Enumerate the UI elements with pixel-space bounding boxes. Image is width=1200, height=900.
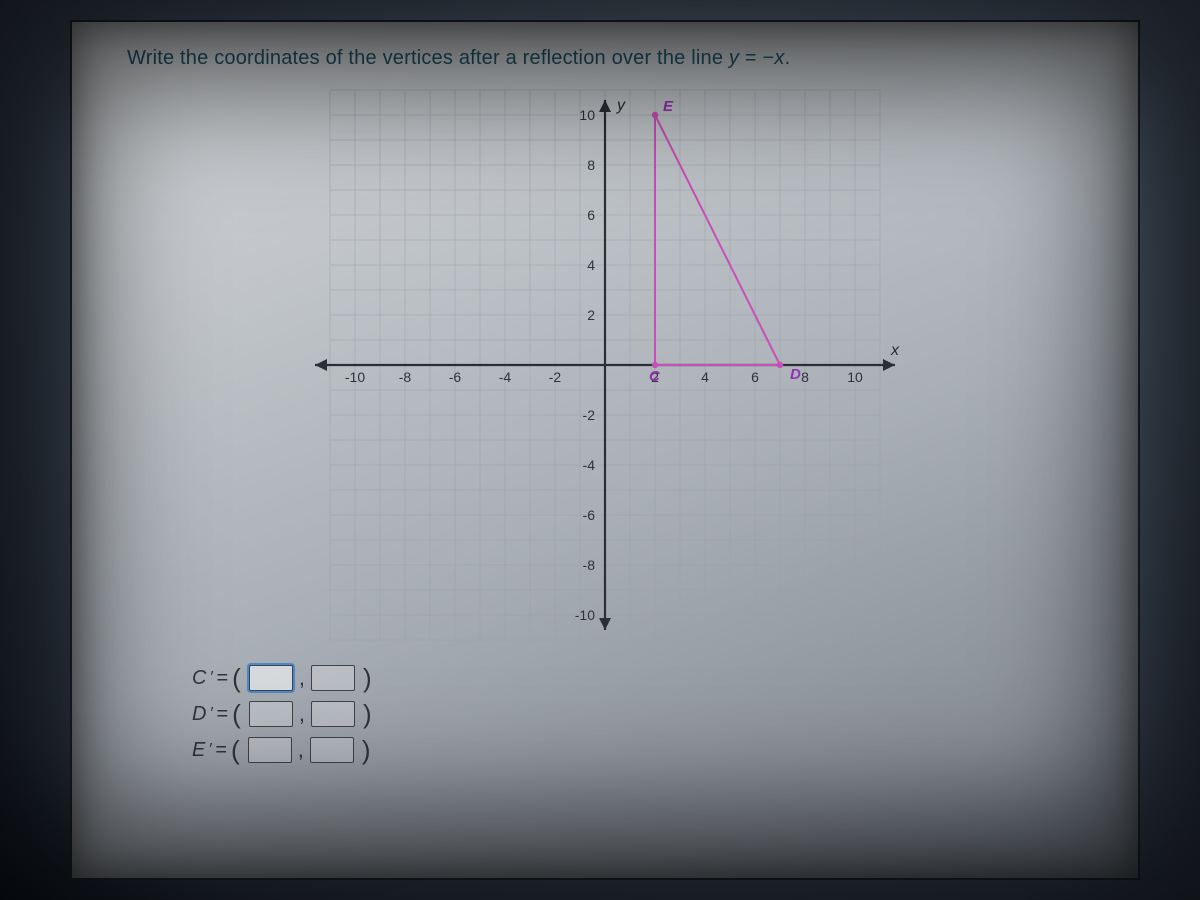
close-paren-icon: ): [359, 663, 376, 694]
equation-neg: −: [763, 47, 775, 69]
open-paren-icon: (: [227, 735, 244, 766]
y-tick-label: 4: [587, 257, 595, 273]
answer-c-y-input[interactable]: [311, 665, 355, 691]
answer-c-name: C: [192, 667, 206, 690]
comma-text: ,: [297, 665, 307, 691]
y-tick-label: -8: [583, 557, 596, 573]
vertex-dot-d: [777, 362, 783, 368]
y-axis-label: y: [616, 97, 626, 114]
x-tick-label: -2: [549, 369, 562, 385]
comma-text: ,: [297, 701, 307, 727]
answer-d-x-input[interactable]: [249, 701, 293, 727]
vertex-labels: C D E: [649, 98, 801, 385]
close-paren-icon: ): [358, 735, 375, 766]
x-tick-label: -10: [345, 369, 365, 385]
vertex-dot-e: [652, 112, 658, 118]
question-prefix: Write the coordinates of the vertices af…: [127, 47, 729, 69]
answer-d-name: D: [192, 703, 206, 726]
answer-row-c: C′ = ( , ): [192, 660, 1083, 696]
answer-c-x-input[interactable]: [249, 665, 293, 691]
prime-mark: ′: [209, 741, 212, 759]
x-tick-label: -8: [399, 369, 412, 385]
x-tick-label: -4: [499, 369, 512, 385]
equals-text: =: [216, 667, 228, 690]
x-tick-label: 8: [801, 369, 809, 385]
y-tick-label: 10: [579, 107, 595, 123]
open-paren-icon: (: [228, 663, 245, 694]
equation-mid: =: [745, 47, 763, 69]
open-paren-icon: (: [228, 699, 245, 730]
y-tick-label: -2: [583, 407, 596, 423]
answer-row-e: E′ = ( , ): [192, 732, 1083, 768]
vertex-label-c: C: [649, 368, 661, 385]
equals-text: =: [215, 739, 227, 762]
prime-mark: ′: [210, 705, 213, 723]
y-tick-label: 6: [587, 207, 595, 223]
close-paren-icon: ): [359, 699, 376, 730]
x-tick-label: 4: [701, 369, 709, 385]
question-suffix: .: [785, 47, 791, 69]
y-tick-label: -10: [575, 607, 595, 623]
answer-e-name: E: [192, 739, 205, 762]
answer-e-x-input[interactable]: [248, 737, 292, 763]
answer-area: C′ = ( , ) D′ = ( , ) E′ = ( , ): [192, 660, 1083, 768]
equation-rhs: x: [774, 47, 784, 69]
answer-row-d: D′ = ( , ): [192, 696, 1083, 732]
axes: y x: [315, 97, 900, 630]
vertex-label-e: E: [663, 98, 674, 115]
x-tick-label: -6: [449, 369, 462, 385]
equation-lhs: y: [729, 47, 739, 69]
question-text: Write the coordinates of the vertices af…: [127, 47, 1083, 70]
y-tick-label: 8: [587, 157, 595, 173]
answer-d-y-input[interactable]: [311, 701, 355, 727]
triangle-cde: C D E: [649, 98, 801, 385]
x-axis-label: x: [890, 342, 900, 359]
x-axis-arrow-right: [883, 359, 895, 371]
y-tick-label: -4: [583, 457, 596, 473]
x-axis-arrow-left: [315, 359, 327, 371]
prime-mark: ′: [210, 669, 213, 687]
y-axis-arrow-down: [599, 618, 611, 630]
exercise-panel: Write the coordinates of the vertices af…: [70, 20, 1140, 880]
y-axis-arrow-up: [599, 100, 611, 112]
x-tick-label: 10: [847, 369, 863, 385]
y-tick-label: 2: [587, 307, 595, 323]
coordinate-plane: y x -10-10-8-8-6-6-4-4-2-2224466881010 C…: [255, 80, 955, 650]
vertex-label-d: D: [790, 366, 801, 383]
y-tick-label: -6: [583, 507, 596, 523]
graph-container: y x -10-10-8-8-6-6-4-4-2-2224466881010 C…: [255, 80, 955, 650]
x-tick-label: 6: [751, 369, 759, 385]
equals-text: =: [216, 703, 228, 726]
answer-e-y-input[interactable]: [310, 737, 354, 763]
comma-text: ,: [296, 737, 306, 763]
